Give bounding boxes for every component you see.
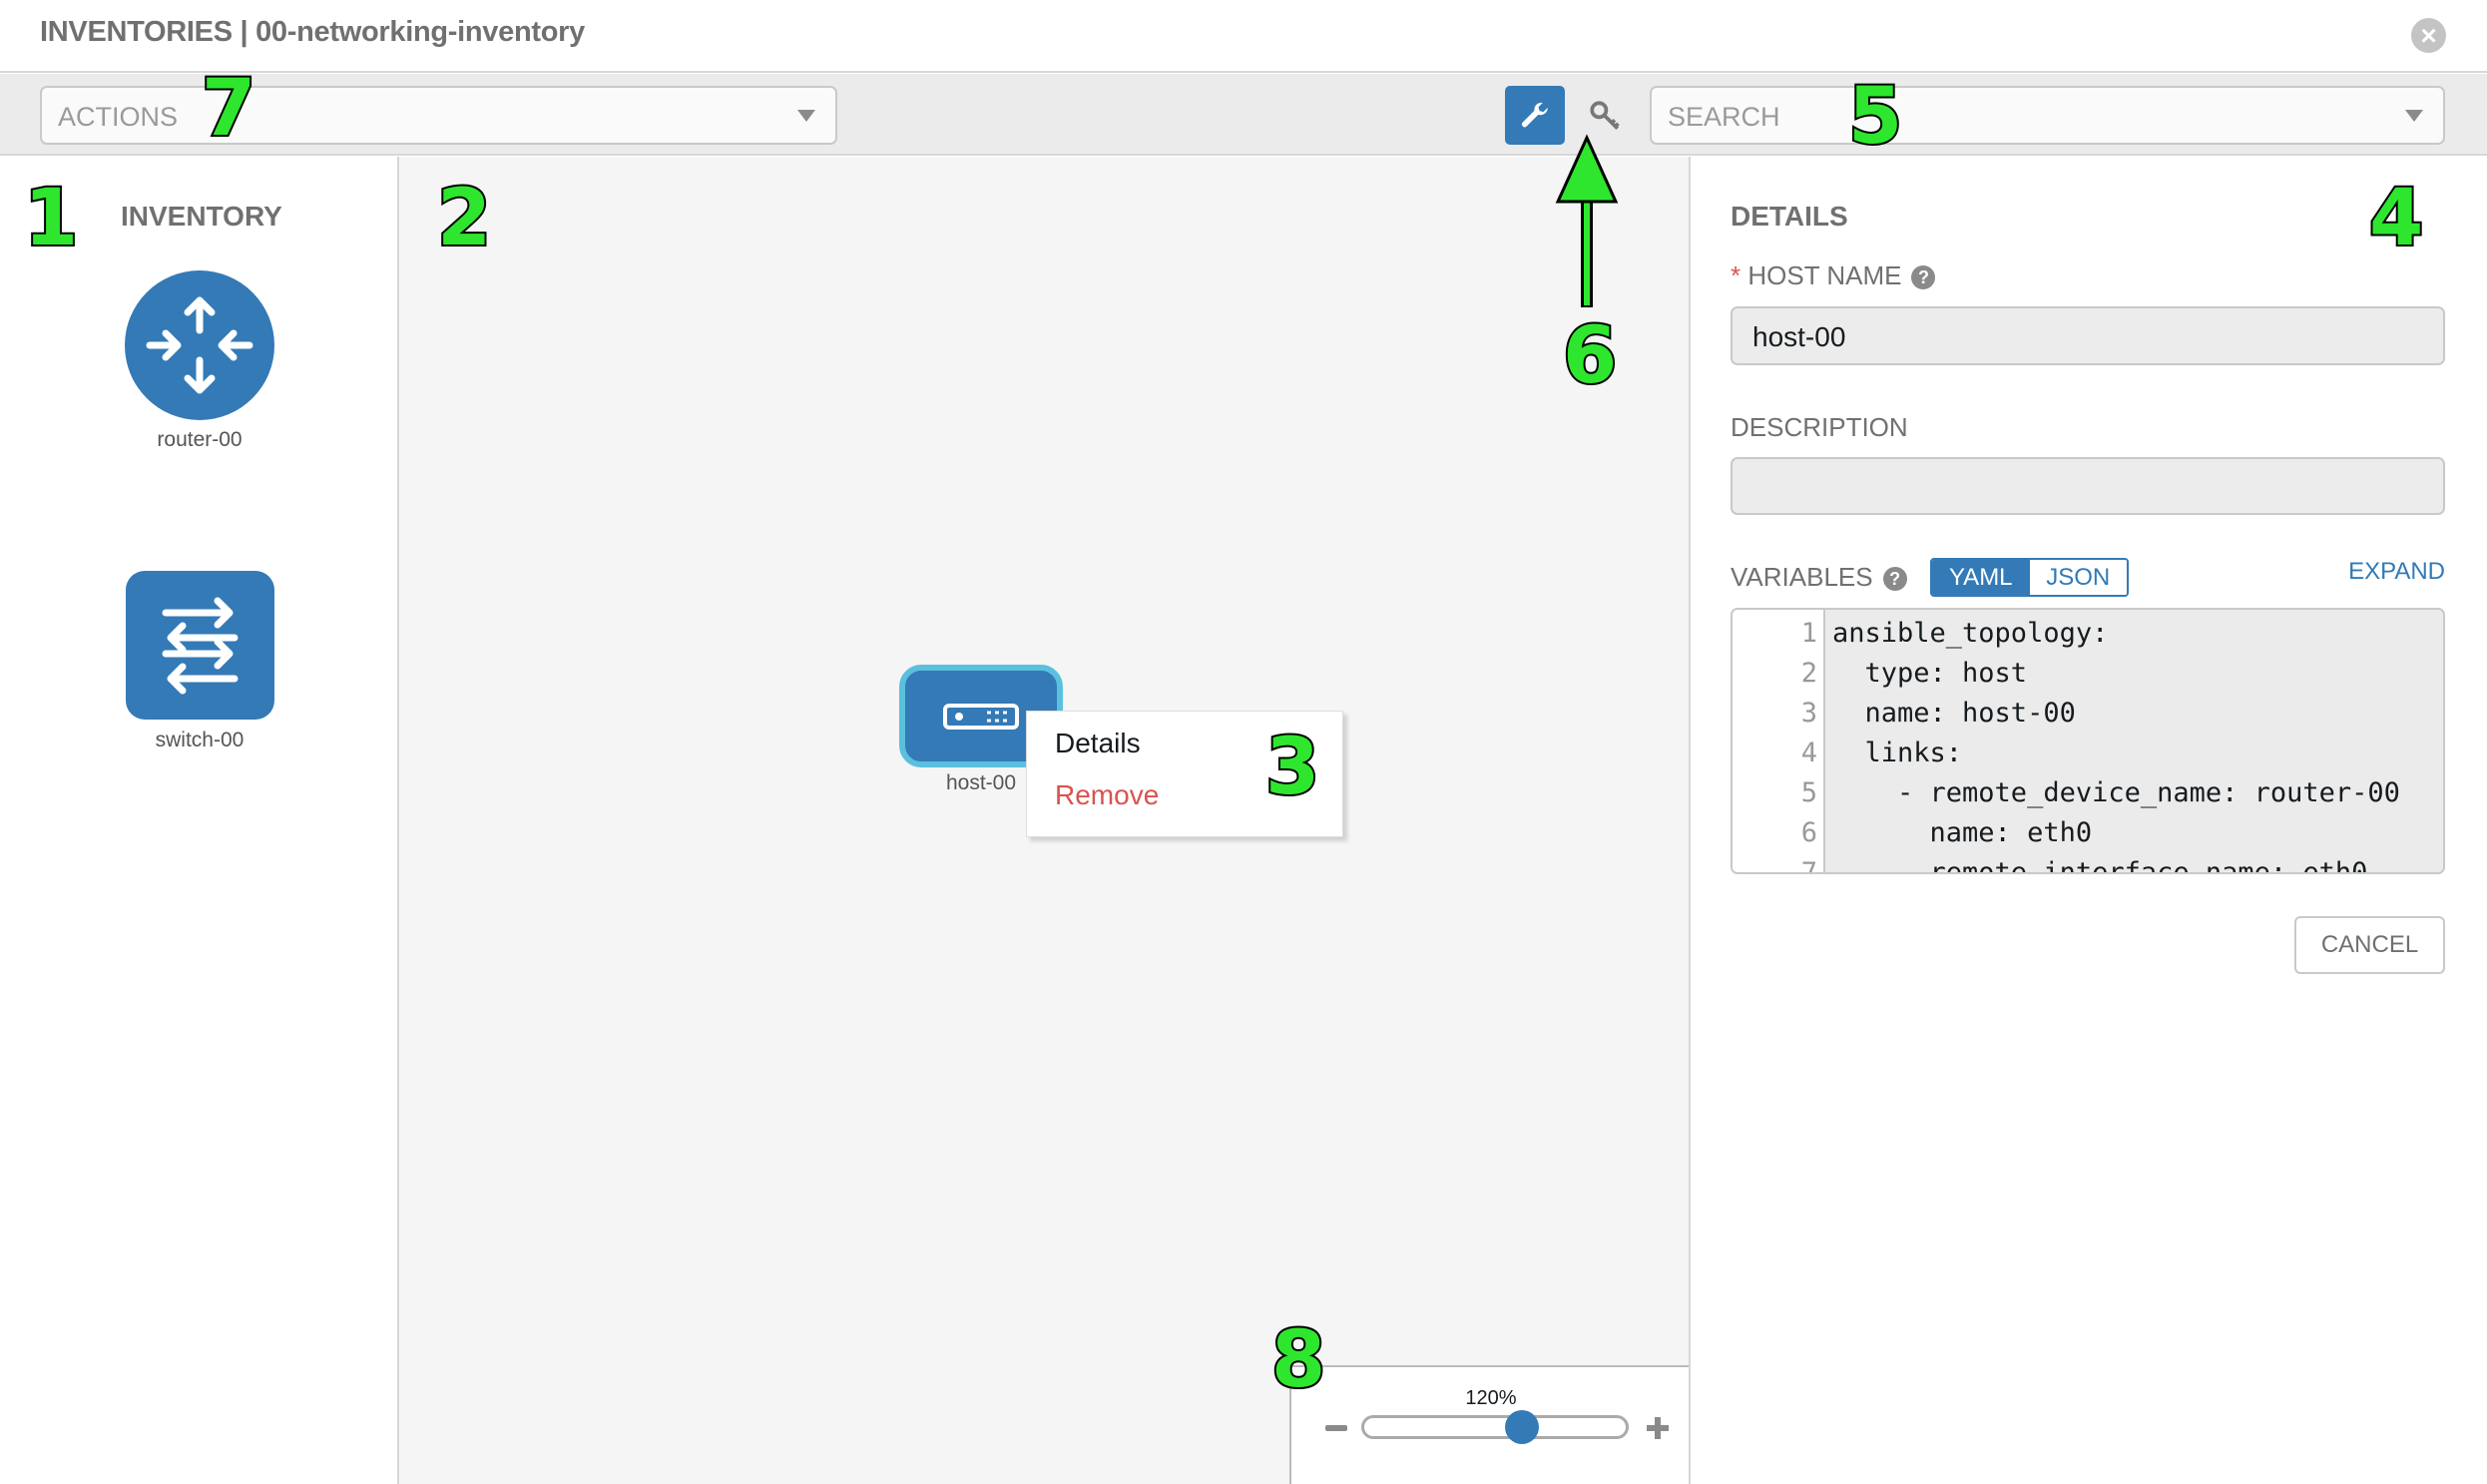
actions-dropdown[interactable]: ACTIONS <box>40 86 837 145</box>
close-icon[interactable]: × <box>2411 18 2446 53</box>
code-line: - remote_device_name: router-00 <box>1832 777 2400 808</box>
callout-5: 5 <box>1846 72 1904 162</box>
code-line: type: host <box>1832 658 2028 689</box>
callout-6: 6 <box>1561 311 1619 401</box>
zoom-slider[interactable] <box>1361 1415 1629 1439</box>
help-icon[interactable]: ? <box>1882 567 1907 592</box>
router-label: router-00 <box>157 428 243 451</box>
host-label: host-00 <box>945 771 1017 794</box>
yaml-toggle[interactable]: YAML <box>1932 560 2030 595</box>
inventory-title: INVENTORY <box>121 201 282 232</box>
host-name-label: * HOST NAME? <box>1731 260 1936 291</box>
code-line: links: <box>1832 738 1963 768</box>
help-icon[interactable]: ? <box>1911 265 1936 290</box>
inventory-panel: INVENTORY router-00 switch-00 <box>0 157 399 1484</box>
host-name-input[interactable]: host-00 <box>1731 306 2445 365</box>
cancel-button[interactable]: CANCEL <box>2294 916 2445 974</box>
line-number: 6 <box>1800 817 1817 848</box>
details-title: DETAILS <box>1731 201 1848 232</box>
context-menu: Details Remove <box>1026 711 1343 837</box>
variables-editor[interactable]: 1 ansible_topology: 2 type: host 3 name: ho… <box>1731 608 2445 874</box>
zoom-out-icon[interactable] <box>1325 1425 1347 1431</box>
chevron-down-icon <box>2405 110 2423 122</box>
callout-2: 2 <box>435 174 493 263</box>
line-number: 7 <box>1800 857 1817 874</box>
zoom-control: 120% <box>1289 1365 1689 1484</box>
arrow-annotation-icon <box>1555 134 1619 307</box>
description-input[interactable] <box>1731 457 2445 515</box>
zoom-in-icon[interactable] <box>1647 1417 1669 1439</box>
callout-8: 8 <box>1269 1315 1327 1405</box>
line-number: 4 <box>1800 738 1817 768</box>
code-line: ansible_topology: <box>1832 618 2109 649</box>
variables-label: VARIABLES? <box>1731 562 1907 593</box>
router-icon[interactable] <box>125 270 274 420</box>
json-toggle[interactable]: JSON <box>2029 560 2127 595</box>
actions-placeholder: ACTIONS <box>58 102 179 132</box>
required-mark: * <box>1731 260 1741 290</box>
callout-1: 1 <box>22 174 80 263</box>
menu-item-details[interactable]: Details <box>1055 728 1141 758</box>
search-dropdown[interactable]: SEARCH <box>1650 86 2445 145</box>
line-number: 5 <box>1800 777 1817 808</box>
line-number: 1 <box>1800 618 1817 649</box>
callout-3: 3 <box>1263 723 1321 812</box>
code-line: name: host-00 <box>1832 698 2076 729</box>
key-icon[interactable] <box>1587 96 1623 136</box>
menu-item-remove[interactable]: Remove <box>1055 779 1160 810</box>
switch-label: switch-00 <box>155 729 245 751</box>
format-toggle: YAML JSON <box>1930 558 2129 597</box>
chevron-down-icon <box>797 110 815 122</box>
host-icon <box>943 703 1019 730</box>
callout-7: 7 <box>200 64 257 154</box>
host-name-label-text: HOST NAME <box>1747 260 1902 290</box>
wrench-icon[interactable] <box>1505 86 1565 145</box>
zoom-slider-thumb[interactable] <box>1504 1410 1539 1444</box>
page-title: INVENTORIES | 00-networking-inventory <box>40 16 585 48</box>
line-number: 2 <box>1800 658 1817 689</box>
description-label: DESCRIPTION <box>1731 412 1908 442</box>
line-number-gutter <box>1733 610 1825 872</box>
callout-4: 4 <box>2367 174 2425 263</box>
switch-icon[interactable] <box>126 571 274 720</box>
line-number: 3 <box>1800 698 1817 729</box>
search-placeholder: SEARCH <box>1668 102 1780 132</box>
code-line: remote_interface_name: eth0 <box>1832 857 2368 874</box>
title-bar: INVENTORIES | 00-networking-inventory × <box>0 0 2487 73</box>
code-line: name: eth0 <box>1832 817 2093 848</box>
zoom-level: 120% <box>1465 1387 1517 1409</box>
variables-label-text: VARIABLES <box>1731 562 1873 592</box>
expand-link[interactable]: EXPAND <box>2348 558 2445 585</box>
